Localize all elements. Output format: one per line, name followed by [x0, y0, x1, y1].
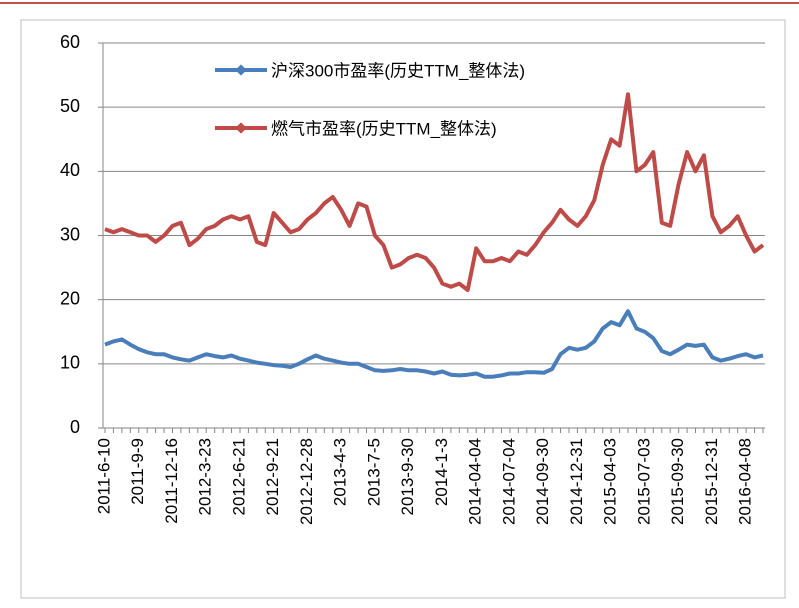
y-tick-label: 60 — [60, 32, 80, 52]
x-tick-label: 2014-04-04 — [466, 438, 485, 525]
x-tick-label: 2015-09-30 — [668, 438, 687, 525]
y-tick-label: 10 — [60, 353, 80, 373]
x-tick-label: 2013-4-3 — [331, 438, 350, 506]
x-tick-label: 2015-04-03 — [601, 438, 620, 525]
y-tick-label: 0 — [70, 417, 80, 437]
y-tick-label: 30 — [60, 224, 80, 244]
x-tick-label: 2011-6-10 — [94, 438, 113, 514]
x-tick-label: 2014-07-04 — [499, 438, 518, 525]
legend-label: 燃气市盈率(历史TTM_整体法) — [271, 119, 497, 138]
chart-frame — [20, 19, 786, 599]
x-tick-label: 2015-07-03 — [634, 438, 653, 525]
x-tick-label: 2014-1-3 — [432, 438, 451, 506]
legend-label: 沪深300市盈率(历史TTM_整体法) — [271, 61, 525, 80]
x-tick-label: 2014-12-31 — [567, 438, 586, 525]
series-line — [104, 92, 765, 292]
x-tick-label: 2014-09-30 — [533, 438, 552, 525]
x-tick-label: 2012-3-23 — [196, 438, 215, 516]
x-tick-label: 2011-9-9 — [128, 438, 147, 505]
x-tick-label: 2015-12-31 — [702, 438, 721, 525]
x-tick-label: 2012-12-28 — [297, 438, 316, 525]
y-tick-label: 50 — [60, 96, 80, 116]
y-tick-label: 20 — [60, 288, 80, 308]
x-tick-label: 2013-9-30 — [398, 438, 417, 516]
x-tick-label: 2011-12-16 — [162, 438, 181, 524]
series-line — [104, 309, 764, 379]
x-tick-label: 2013-7-5 — [364, 438, 383, 506]
y-tick-label: 40 — [60, 160, 80, 180]
x-tick-label: 2012-6-21 — [229, 438, 248, 516]
x-tick-label: 2012-9-21 — [263, 438, 282, 516]
x-tick-label: 2016-04-08 — [736, 438, 755, 525]
